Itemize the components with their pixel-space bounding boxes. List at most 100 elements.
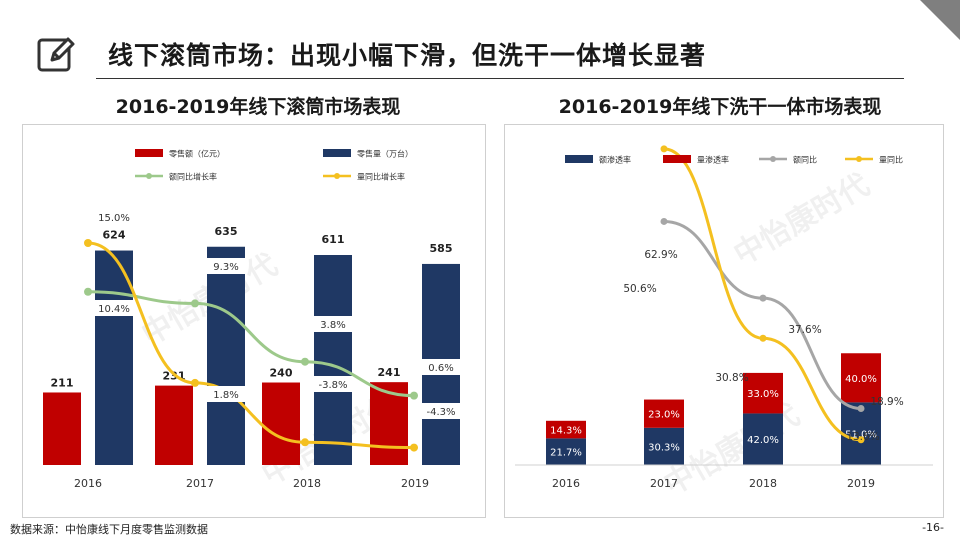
label-bg — [422, 403, 460, 419]
page-number: -16- — [922, 521, 944, 534]
label-bg — [207, 386, 245, 402]
bar-value-label: 585 — [430, 242, 453, 255]
bar-volume-penetration — [743, 372, 783, 414]
bar-sales-value — [155, 385, 193, 465]
bar-percent-label: 14.3% — [550, 426, 582, 437]
point-volume-growth — [191, 378, 199, 387]
label-bg — [314, 376, 352, 392]
legend-label: 量同比增长率 — [357, 172, 405, 182]
percent-label: 18.9% — [870, 396, 903, 408]
legend-label: 零售额（亿元） — [169, 149, 225, 159]
legend-swatch — [146, 173, 152, 179]
bar-sales-volume — [95, 250, 133, 465]
left-chart-title: 2016-2019年线下滚筒市场表现 — [115, 96, 401, 118]
x-tick-label: 2019 — [401, 477, 429, 490]
legend-label: 量渗透率 — [697, 155, 729, 165]
bar-volume-penetration — [841, 353, 881, 403]
label-bg — [422, 359, 460, 375]
x-tick-label: 2019 — [847, 477, 875, 490]
x-tick-label: 2016 — [552, 477, 580, 490]
legend-label: 额同比 — [793, 155, 817, 165]
edit-icon — [36, 34, 76, 74]
x-tick-label: 2017 — [186, 477, 214, 490]
bar-percent-label: 30.3% — [648, 442, 680, 453]
bar-percent-label: 21.7% — [550, 448, 582, 459]
legend-label: 量同比 — [879, 155, 903, 165]
x-tick-label: 2018 — [749, 477, 777, 490]
bar-value-penetration — [644, 427, 684, 465]
left-chart: 2116242016231635201724061120182415852019… — [43, 149, 460, 490]
x-tick-label: 2018 — [293, 477, 321, 490]
point-value-growth — [301, 357, 309, 366]
percent-label: 15.0% — [98, 213, 130, 224]
label-bg — [314, 316, 352, 332]
x-tick-label: 2016 — [74, 477, 102, 490]
percent-label: -3.8% — [318, 380, 347, 391]
bar-sales-value — [262, 382, 300, 465]
percent-label: 13.6% — [846, 431, 879, 443]
bar-percent-label: 33.0% — [747, 389, 779, 400]
legend-swatch — [663, 155, 691, 163]
bar-value-penetration — [546, 438, 586, 465]
percent-label: 0.6% — [428, 363, 453, 374]
bar-percent-label: 40.0% — [845, 374, 877, 385]
bar-sales-value — [43, 392, 81, 465]
bar-percent-label: 42.0% — [747, 435, 779, 446]
point-value-growth — [84, 287, 92, 296]
bar-percent-label: 23.0% — [648, 410, 680, 421]
bar-value-label: 611 — [322, 233, 345, 246]
bar-value-label: 624 — [103, 229, 126, 242]
right-chart: 21.7% 14.3% 2016 30.3% 23.0% 2017 42.0% 33.0% 20… — [515, 145, 933, 490]
legend-swatch — [334, 173, 340, 179]
point-value-yoy — [759, 294, 767, 302]
data-source-note: 数据来源：中怡康线下月度零售监测数据 — [10, 523, 208, 536]
legend-swatch — [565, 155, 593, 163]
point-value-yoy — [660, 217, 668, 225]
legend-label: 额渗透率 — [599, 155, 631, 165]
percent-label: 9.3% — [213, 262, 238, 273]
line-value-growth — [87, 290, 415, 398]
page-title: 线下滚筒市场：出现小幅下滑，但洗干一体增长显著 — [108, 41, 707, 70]
bar-value-label: 241 — [378, 366, 401, 379]
point-volume-growth — [301, 438, 309, 447]
x-tick-label: 2017 — [650, 477, 678, 490]
point-volume-yoy — [660, 145, 668, 153]
percent-label: 50.6% — [623, 283, 656, 295]
left-chart-panel: 中怡康时代 中怡康时代 2116242016231635201724061120… — [22, 124, 486, 518]
point-volume-growth — [410, 443, 418, 452]
bar-volume-penetration — [546, 420, 586, 439]
legend-label: 额同比增长率 — [169, 172, 217, 182]
bar-sales-volume — [207, 246, 245, 465]
bar-percent-label: 51.0% — [845, 430, 877, 441]
percent-label: 10.4% — [98, 304, 130, 315]
legend-swatch — [856, 156, 862, 162]
percent-label: 62.9% — [644, 249, 677, 261]
point-value-growth — [410, 391, 418, 400]
label-bg — [95, 300, 133, 316]
legend-swatch — [323, 149, 351, 157]
label-bg — [207, 258, 245, 274]
right-chart-title: 2016-2019年线下洗干一体市场表现 — [558, 96, 882, 118]
point-volume-yoy — [759, 334, 767, 342]
percent-label: 30.8% — [715, 372, 748, 384]
point-value-growth — [191, 299, 199, 308]
legend-swatch — [770, 156, 776, 162]
bar-value-label: 240 — [270, 367, 293, 380]
bar-value-penetration — [841, 402, 881, 465]
bar-sales-volume — [314, 254, 352, 465]
percent-label: 37.6% — [788, 324, 821, 336]
legend-label: 零售量（万台） — [357, 149, 413, 159]
corner-decoration — [920, 0, 960, 40]
right-chart-panel: 中怡康时代 中怡康时代 21.7% 14.3% 2016 30.3% 23.0% 2017… — [504, 124, 944, 518]
bar-volume-penetration — [644, 399, 684, 428]
label-bg — [95, 209, 133, 225]
percent-label: 3.8% — [320, 320, 345, 331]
bar-value-penetration — [743, 413, 783, 465]
bar-value-label: 211 — [51, 376, 74, 389]
point-volume-growth — [84, 239, 92, 247]
legend-swatch — [135, 149, 163, 157]
point-value-yoy — [857, 404, 865, 412]
point-volume-yoy — [857, 436, 865, 444]
line-volume-growth — [87, 241, 415, 450]
percent-label: 1.8% — [213, 390, 238, 401]
